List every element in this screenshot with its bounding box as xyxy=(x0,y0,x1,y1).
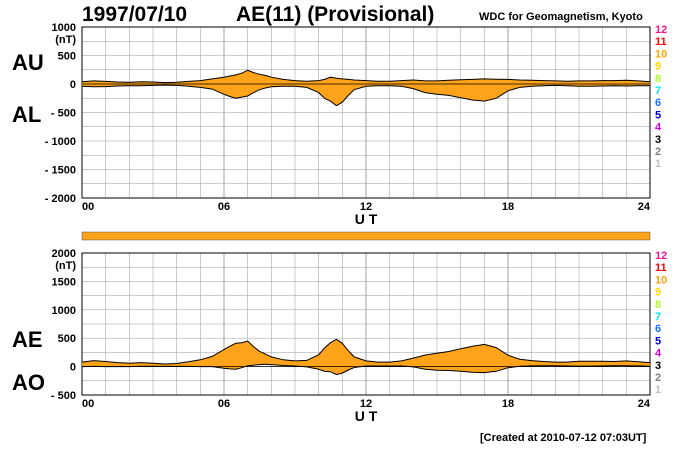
x-tick-label: 24 xyxy=(638,201,651,213)
x-tick-label: 00 xyxy=(82,398,94,410)
level-legend-label: 5 xyxy=(655,335,661,347)
y-tick-label: 1000 xyxy=(52,305,76,317)
level-legend-label: 2 xyxy=(655,146,661,158)
date-title: 1997/07/10 xyxy=(82,3,188,26)
x-axis-label: U T xyxy=(355,211,378,227)
level-legend-label: 7 xyxy=(655,85,661,97)
upper-label-top-panel: AU xyxy=(12,50,44,75)
y-tick-label: 500 xyxy=(58,333,76,345)
level-legend-label: 11 xyxy=(655,36,667,48)
unit-label: (nT) xyxy=(55,34,76,46)
lower-label-bottom-panel: AO xyxy=(12,370,45,395)
x-tick-label: 06 xyxy=(218,201,230,213)
x-tick-label: 18 xyxy=(502,398,514,410)
y-tick-label: 1000 xyxy=(52,22,76,34)
y-tick-label: - 2000 xyxy=(45,193,76,205)
level-legend-label: 7 xyxy=(655,311,661,323)
level-legend-label: 3 xyxy=(655,360,661,372)
level-legend-label: 11 xyxy=(655,262,667,274)
level-legend-label: 8 xyxy=(655,299,661,311)
upper-label-bottom-panel: AE xyxy=(12,327,43,352)
level-legend-label: 9 xyxy=(655,287,661,299)
series-line-al xyxy=(81,84,650,107)
level-legend-label: 4 xyxy=(655,122,662,134)
y-tick-label: 0 xyxy=(70,362,76,374)
y-tick-label: 2000 xyxy=(52,248,76,260)
series-line-au xyxy=(81,69,651,84)
level-legend-label: 12 xyxy=(655,250,667,262)
index-title: AE(11) (Provisional) xyxy=(236,3,435,26)
x-tick-label: 24 xyxy=(638,398,651,410)
level-legend-label: 5 xyxy=(655,109,661,121)
y-tick-label: 500 xyxy=(58,51,76,63)
level-legend-label: 10 xyxy=(655,48,667,60)
level-legend-label: 4 xyxy=(655,348,662,360)
series-area-fill xyxy=(82,339,650,375)
created-timestamp: [Created at 2010-07-12 07:03UT] xyxy=(480,432,647,444)
y-tick-label: - 500 xyxy=(51,390,76,402)
level-legend-label: 6 xyxy=(655,97,661,109)
x-tick-label: 06 xyxy=(218,398,230,410)
level-legend-label: 1 xyxy=(655,384,661,396)
y-tick-label: - 1000 xyxy=(45,136,76,148)
series-area-fill xyxy=(82,70,650,106)
level-legend-label: 3 xyxy=(655,134,661,146)
level-legend-label: 9 xyxy=(655,61,661,73)
separator-band xyxy=(81,231,651,241)
lower-label-top-panel: AL xyxy=(12,102,42,127)
y-tick-label: - 1500 xyxy=(45,165,76,177)
level-legend-label: 2 xyxy=(655,372,661,384)
series-line-ae xyxy=(81,338,651,365)
level-legend-label: 12 xyxy=(655,24,667,36)
x-tick-label: 12 xyxy=(360,398,372,410)
x-axis-label: U T xyxy=(355,408,378,424)
y-tick-label: 1500 xyxy=(52,276,76,288)
level-legend-label: 1 xyxy=(655,158,661,170)
source-label: WDC for Geomagnetism, Kyoto xyxy=(479,11,643,23)
y-tick-label: - 500 xyxy=(51,108,76,120)
y-tick-label: 0 xyxy=(70,79,76,91)
plot-frame xyxy=(81,26,651,199)
x-tick-label: 00 xyxy=(82,201,94,213)
unit-label: (nT) xyxy=(55,260,76,272)
level-legend-label: 6 xyxy=(655,323,661,335)
level-legend-label: 10 xyxy=(655,274,667,286)
level-legend-label: 8 xyxy=(655,73,661,85)
plot-frame xyxy=(81,252,651,396)
x-tick-label: 12 xyxy=(360,201,372,213)
x-tick-label: 18 xyxy=(502,201,514,213)
